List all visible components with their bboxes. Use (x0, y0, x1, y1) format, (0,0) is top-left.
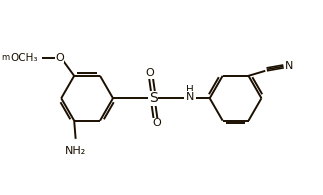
Text: O: O (145, 68, 154, 78)
Text: O: O (55, 53, 64, 63)
Text: OCH₃: OCH₃ (11, 53, 38, 63)
Text: O: O (152, 118, 161, 128)
Text: NH₂: NH₂ (65, 146, 86, 156)
Text: H: H (186, 85, 194, 95)
Text: N: N (285, 61, 293, 71)
Text: S: S (149, 91, 158, 105)
Text: N: N (186, 92, 194, 102)
Text: methoxy: methoxy (1, 53, 38, 62)
